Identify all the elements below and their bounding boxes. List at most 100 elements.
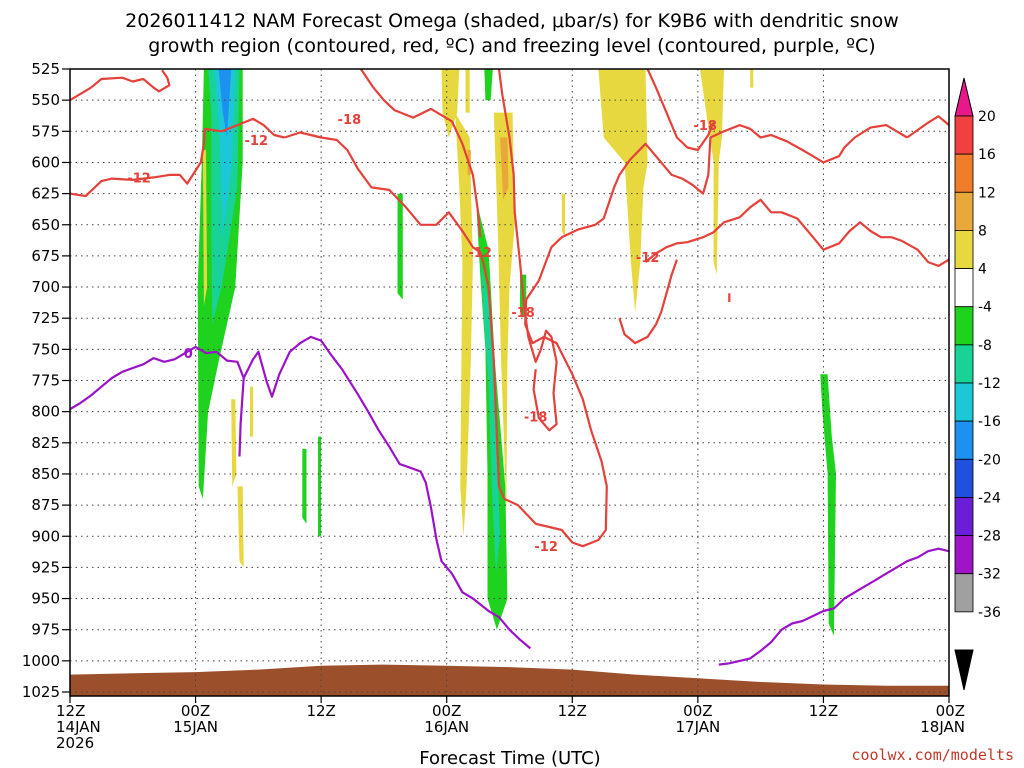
colorbar-band-8 (954, 382, 974, 422)
x-axis-label: Forecast Time (UTC) (419, 748, 600, 768)
x-tick-label-12-0: 00Z (181, 702, 210, 720)
y-tick-label-750: 750 (31, 340, 60, 358)
contour-label-5: -18 (338, 113, 362, 128)
contour-label-8: -18 (524, 411, 548, 426)
contour-line-6 (646, 69, 715, 152)
contour-line-12 (718, 547, 949, 666)
x-tick-label-36-0: 00Z (432, 702, 461, 720)
colorbar-band-9 (954, 420, 974, 460)
omega-shade-3 (218, 69, 232, 138)
y-tick-label-700: 700 (31, 278, 60, 296)
colorbar-band-5 (954, 268, 974, 308)
colorbar-label-5: -4 (978, 300, 992, 316)
omega-shade-6 (481, 262, 501, 574)
omega-shade-14 (493, 112, 515, 512)
y-tick-label-600: 600 (31, 153, 60, 171)
x-tick-label-36-1: 16JAN (424, 718, 469, 736)
contour-label-6: -18 (511, 306, 535, 321)
y-tick-label-775: 775 (31, 372, 60, 390)
omega-shade-25 (561, 193, 565, 238)
colorbar-band-7 (954, 344, 974, 384)
colorbar-label-0: 20 (978, 109, 996, 125)
y-tick-label-525: 525 (31, 60, 60, 78)
colorbar-band-top (954, 77, 974, 117)
colorbar-band-bottom (954, 649, 974, 691)
contour-line-5 (497, 69, 558, 432)
colorbar-label-2: 12 (978, 185, 996, 201)
y-tick-label-675: 675 (31, 247, 60, 265)
colorbar-label-12: -32 (978, 567, 1001, 583)
terrain-fill (70, 664, 949, 696)
omega-shade-22 (231, 399, 237, 487)
omega-shade-4 (484, 69, 493, 101)
colorbar-band-1 (954, 115, 974, 155)
colorbar-label-11: -28 (978, 529, 1001, 545)
colorbar-band-6 (954, 306, 974, 346)
x-tick-label-0-1: 14JAN (56, 718, 101, 736)
x-tick-label-60-0: 00Z (683, 702, 712, 720)
y-tick-label-875: 875 (31, 496, 60, 514)
colorbar-label-4: 4 (978, 262, 987, 278)
contour-line-11 (242, 335, 532, 650)
colorbar-band-2 (954, 153, 974, 193)
chart-title-line-2: growth region (contoured, red, ºC) and f… (148, 35, 875, 57)
colorbar-label-10: -24 (978, 490, 1001, 506)
omega-shade-2 (214, 69, 236, 238)
contour-layer (70, 69, 949, 666)
omega-shade-21 (202, 150, 208, 306)
terrain-layer (70, 664, 949, 696)
y-tick-label-650: 650 (31, 216, 60, 234)
y-tick-label-550: 550 (31, 91, 60, 109)
y-tick-label-975: 975 (31, 621, 60, 639)
chart-title-line-1: 2026011412 NAM Forecast Omega (shaded, μ… (125, 10, 899, 32)
y-tick-label-1000: 1000 (22, 652, 60, 670)
x-tick-label-84-1: 18JAN (920, 718, 965, 736)
colorbar-label-8: -16 (978, 414, 1001, 430)
omega-shade-7 (397, 193, 403, 300)
contour-label-3: -12 (636, 251, 660, 266)
x-tick-label-72-0: 12Z (809, 702, 838, 720)
contour-line-8 (618, 259, 678, 345)
contour-line-10 (70, 345, 245, 457)
omega-shade-19 (700, 69, 724, 275)
y-tick-label-725: 725 (31, 309, 60, 327)
omega-shade-9 (302, 449, 307, 524)
y-tick-label-575: 575 (31, 122, 60, 140)
contour-label-layer: -12 -12 -12 -12 -12 -18 -18 -18 -18 0 (127, 113, 717, 555)
plot-frame (69, 68, 950, 697)
y-tick-label-1025: 1025 (22, 683, 60, 701)
omega-shade-10 (318, 436, 322, 537)
colorbar-label-1: 16 (978, 147, 996, 163)
colorbar-band-11 (954, 497, 974, 536)
y-tick-label-950: 950 (31, 590, 60, 608)
contour-line-7 (644, 198, 949, 267)
contour-line-3 (906, 115, 949, 139)
colorbar-label-3: 8 (978, 223, 987, 239)
omega-shade-11 (820, 374, 836, 636)
omega-shade-13 (455, 112, 473, 537)
omega-shade-24 (237, 486, 244, 568)
contour-label-2: -12 (468, 246, 492, 261)
source-credit: coolwx.com/modelts (851, 746, 1014, 764)
contour-label-0: -12 (245, 134, 269, 149)
colorbar: 20 16 12 8 4 -4 -8 -12 -16 -20 -24 -28 -32 -36 (954, 77, 1001, 691)
x-tick-label-0-2: 2026 (56, 734, 94, 752)
contour-line-0 (70, 69, 171, 102)
contour-label-9: 0 (184, 347, 193, 362)
omega-shade-12 (441, 69, 460, 138)
omega-shade-15 (465, 69, 470, 113)
grid-layer (69, 68, 950, 696)
y-tick-label-825: 825 (31, 434, 60, 452)
colorbar-band-13 (954, 573, 974, 613)
x-tick-label-48-0: 12Z (558, 702, 587, 720)
contour-line-1 (70, 117, 285, 198)
contour-label-1: -12 (127, 171, 151, 186)
colorbar-label-9: -20 (978, 452, 1001, 468)
contour-line-4 (359, 69, 482, 238)
colorbar-band-12 (954, 535, 974, 575)
x-tick-label-12-1: 15JAN (173, 718, 218, 736)
y-axis-ticks: 525 550 575 600 625 650 675 700 725 750 775 800 825 8… (22, 60, 70, 701)
colorbar-label-13: -36 (978, 605, 1001, 621)
colorbar-label-6: -8 (978, 338, 992, 354)
